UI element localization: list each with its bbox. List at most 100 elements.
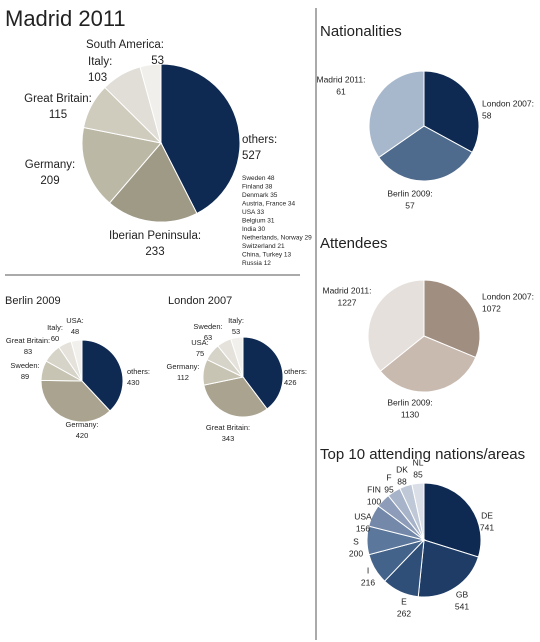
- slice-value: 233: [145, 246, 164, 258]
- pie-slice: [70, 339, 83, 382]
- breakdown-value: 34: [288, 200, 296, 207]
- slice-label: South America:: [86, 39, 164, 51]
- slice-value: 95: [384, 484, 394, 494]
- slice-value: 1227: [338, 297, 357, 307]
- chart-title: London 2007: [168, 295, 232, 307]
- slice-label: USA: [354, 511, 372, 521]
- slice-value: 1130: [401, 409, 420, 419]
- pie-slice: [423, 482, 482, 558]
- pie-slice: [378, 125, 473, 182]
- slice-value: 63: [204, 333, 212, 342]
- slice-value: 103: [88, 72, 107, 84]
- slice-label: E: [401, 596, 407, 606]
- slice-label: Madrid 2011:: [317, 74, 366, 84]
- slice-value: 216: [361, 577, 375, 587]
- slice-label: Germany:: [167, 362, 200, 371]
- slice-value: 53: [232, 327, 240, 336]
- slice-value: 527: [242, 150, 261, 162]
- breakdown-value: 35: [270, 192, 278, 199]
- breakdown-value: 30: [258, 226, 266, 233]
- chart-title: Berlin 2009: [5, 295, 61, 307]
- slice-value: 58: [482, 110, 492, 120]
- slice-value: 262: [397, 608, 411, 618]
- breakdown-item: Finland 38: [242, 183, 273, 190]
- slice-label: NL: [413, 457, 424, 467]
- slice-label: Italy:: [228, 316, 244, 325]
- breakdown-value: 48: [267, 175, 275, 182]
- slice-label: Germany:: [25, 159, 76, 171]
- breakdown-value: 29: [305, 234, 313, 241]
- slice-value: 48: [71, 327, 79, 336]
- slice-label: Iberian Peninsula:: [109, 230, 201, 242]
- slice-value: 60: [51, 334, 59, 343]
- breakdown-item: Sweden 48: [242, 175, 275, 182]
- slice-label: GB: [456, 589, 469, 599]
- slice-label: F: [386, 472, 391, 482]
- slice-value: 200: [349, 548, 363, 558]
- breakdown-item: India 30: [242, 226, 266, 233]
- slice-label: Italy:: [47, 323, 63, 332]
- breakdown-item: Switzerland 21: [242, 243, 285, 250]
- breakdown-name: Sweden: [242, 175, 266, 182]
- slice-value: 741: [480, 522, 494, 532]
- breakdown-value: 21: [277, 243, 285, 250]
- breakdown-value: 13: [284, 251, 292, 258]
- slice-label: Italy:: [88, 56, 112, 68]
- slice-value: 343: [222, 434, 235, 443]
- breakdown-value: 12: [264, 260, 272, 267]
- slice-label: Great Britain:: [6, 336, 50, 345]
- breakdown-item: Russia 12: [242, 260, 271, 267]
- pie-slice: [379, 335, 477, 393]
- pie-slice: [81, 339, 124, 412]
- breakdown-name: Netherlands, Norway: [242, 234, 303, 241]
- slice-label: USA:: [66, 316, 84, 325]
- slice-value: 89: [21, 372, 29, 381]
- slice-label: Sweden:: [10, 361, 39, 370]
- slice-value: 53: [151, 55, 164, 67]
- pie-slice: [242, 336, 284, 410]
- chart-title: Attendees: [320, 235, 388, 252]
- slice-label: Sweden:: [193, 322, 222, 331]
- breakdown-item: USA 33: [242, 209, 264, 216]
- pie-slice: [81, 126, 162, 204]
- slice-label: others:: [242, 134, 277, 146]
- slice-label: DK: [396, 464, 408, 474]
- breakdown-item: Austria, France 34: [242, 200, 296, 207]
- slice-value: 430: [127, 378, 140, 387]
- pie-slice: [423, 70, 480, 154]
- slice-label: Germany:: [66, 420, 99, 429]
- breakdown-name: Denmark: [242, 192, 269, 199]
- breakdown-item: Denmark 35: [242, 192, 278, 199]
- slice-label: DE: [481, 510, 493, 520]
- slice-label: others:: [127, 367, 150, 376]
- pie-slice: [203, 376, 268, 418]
- slice-label: Berlin 2009:: [387, 397, 432, 407]
- breakdown-value: 31: [267, 217, 275, 224]
- slice-label: S: [353, 536, 359, 546]
- slice-label: FIN: [367, 484, 381, 494]
- slice-label: London 2007:: [482, 98, 534, 108]
- slice-value: 88: [397, 476, 407, 486]
- slice-value: 426: [284, 378, 297, 387]
- chart-title: Nationalities: [320, 23, 402, 40]
- breakdown-name: India: [242, 226, 256, 233]
- slice-value: 61: [336, 86, 346, 96]
- slice-value: 1072: [482, 303, 501, 313]
- breakdown-item: Belgium 31: [242, 217, 275, 224]
- breakdown-value: 38: [265, 183, 273, 190]
- slice-value: 156: [356, 523, 370, 533]
- breakdown-item: Netherlands, Norway 29: [242, 234, 312, 241]
- slice-value: 112: [177, 373, 189, 382]
- slice-label: Great Britain:: [206, 423, 250, 432]
- pie-slice: [423, 279, 481, 359]
- slice-label: Madrid 2011:: [323, 285, 372, 295]
- slice-value: 85: [413, 469, 423, 479]
- breakdown-name: Russia: [242, 260, 262, 267]
- slice-value: 541: [455, 601, 469, 611]
- chart-title: Madrid 2011: [5, 6, 126, 31]
- pie-slice: [139, 63, 162, 144]
- breakdown-name: Austria, France: [242, 200, 286, 207]
- pie-slice: [40, 379, 111, 423]
